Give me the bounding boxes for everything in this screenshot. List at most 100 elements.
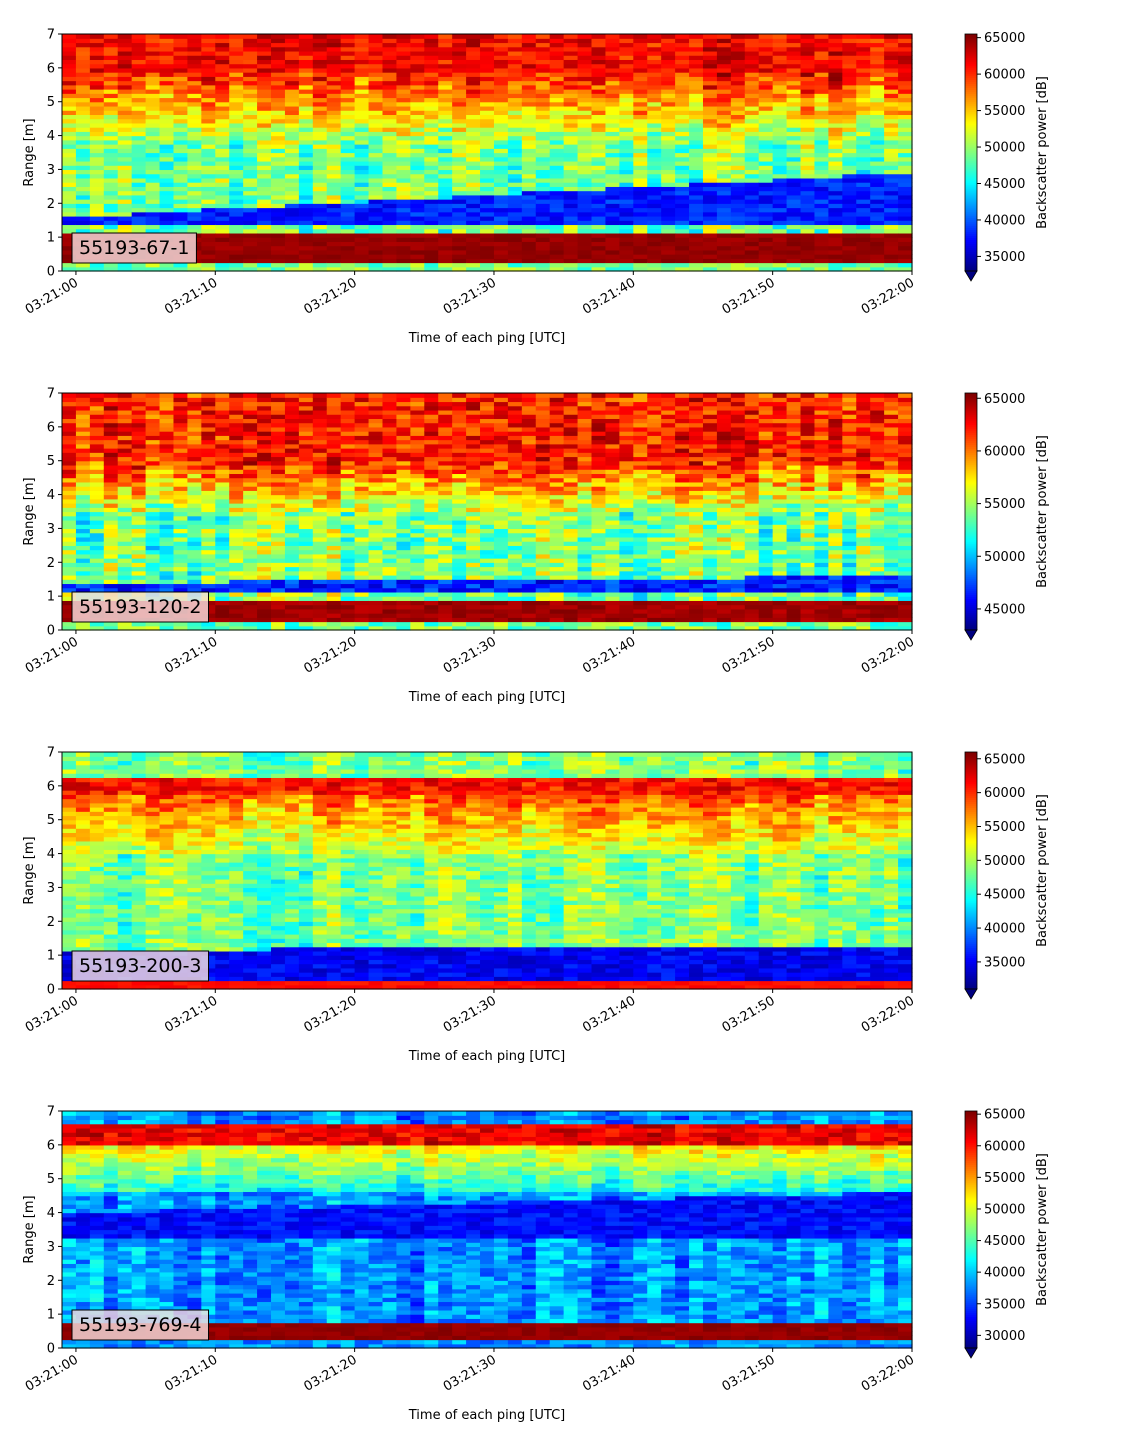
- heatmap-cell: [215, 532, 230, 538]
- heatmap-cell: [312, 93, 328, 99]
- heatmap-cell: [410, 55, 425, 60]
- heatmap-cell: [271, 460, 286, 466]
- heatmap-cell: [145, 498, 161, 504]
- heatmap-cell: [201, 63, 216, 69]
- heatmap-cell: [354, 55, 370, 60]
- heatmap-cell: [661, 245, 676, 251]
- heatmap-cell: [243, 80, 258, 86]
- heatmap-cell: [466, 97, 481, 103]
- heatmap-cell: [702, 118, 718, 124]
- heatmap-cell: [772, 245, 788, 251]
- heatmap-cell: [173, 199, 189, 204]
- heatmap-cell: [382, 42, 398, 48]
- heatmap-cell: [145, 127, 161, 132]
- heatmap-cell: [243, 519, 258, 525]
- heatmap-cell: [898, 76, 913, 82]
- heatmap-cell: [563, 224, 579, 230]
- heatmap-cell: [284, 122, 300, 128]
- heatmap-cell: [215, 456, 230, 462]
- heatmap-cell: [689, 237, 704, 242]
- heatmap-cell: [396, 228, 411, 234]
- heatmap-cell: [89, 431, 105, 436]
- heatmap-cell: [229, 460, 244, 466]
- heatmap-cell: [173, 401, 189, 407]
- heatmap-cell: [438, 101, 453, 107]
- heatmap-cell: [117, 101, 133, 107]
- heatmap-cell: [758, 254, 774, 259]
- heatmap-cell: [326, 228, 342, 234]
- heatmap-cell: [661, 89, 676, 94]
- heatmap-cell: [243, 97, 258, 103]
- heatmap-cell: [396, 232, 411, 238]
- heatmap-cell: [75, 443, 91, 449]
- heatmap-cell: [243, 118, 258, 124]
- heatmap-cell: [229, 498, 244, 504]
- heatmap-cell: [898, 144, 913, 149]
- heatmap-cell: [633, 42, 648, 48]
- heatmap-cell: [842, 237, 857, 242]
- heatmap-cell: [466, 127, 481, 132]
- heatmap-cell: [702, 131, 718, 137]
- heatmap-cell: [243, 562, 258, 568]
- heatmap-cell: [493, 182, 509, 187]
- heatmap-cell: [480, 114, 495, 120]
- heatmap-cell: [229, 409, 244, 415]
- heatmap-cell: [159, 118, 175, 124]
- heatmap-cell: [730, 84, 746, 90]
- heatmap-cell: [187, 50, 202, 56]
- heatmap-cell: [229, 46, 244, 52]
- heatmap-cell: [702, 148, 718, 154]
- heatmap-cell: [243, 583, 258, 589]
- heatmap-cell: [187, 67, 202, 73]
- heatmap-cell: [744, 127, 760, 132]
- heatmap-cell: [675, 93, 690, 99]
- heatmap-cell: [312, 494, 328, 500]
- heatmap-cell: [772, 67, 788, 73]
- heatmap-cell: [257, 93, 272, 99]
- heatmap-cell: [229, 596, 244, 601]
- heatmap-cell: [257, 401, 272, 407]
- heatmap-cell: [89, 532, 105, 538]
- heatmap-cell: [619, 89, 634, 94]
- heatmap-cell: [368, 549, 384, 555]
- heatmap-cell: [438, 84, 453, 90]
- heatmap-cell: [187, 625, 202, 631]
- heatmap-cell: [647, 42, 662, 48]
- heatmap-cell: [563, 110, 579, 116]
- heatmap-cell: [466, 55, 481, 60]
- heatmap-cell: [75, 524, 91, 530]
- heatmap-cell: [229, 617, 244, 623]
- heatmap-cell: [758, 220, 774, 226]
- heatmap-cell: [201, 127, 216, 132]
- heatmap-cell: [145, 558, 161, 563]
- heatmap-cell: [535, 152, 551, 158]
- heatmap-cell: [145, 55, 161, 60]
- heatmap-cell: [382, 596, 398, 601]
- heatmap-cell: [772, 182, 788, 187]
- heatmap-cell: [452, 177, 467, 183]
- heatmap-cell: [368, 72, 384, 77]
- heatmap-cell: [758, 63, 774, 69]
- heatmap-cell: [828, 194, 843, 200]
- heatmap-cell: [452, 59, 467, 65]
- heatmap-cell: [75, 401, 91, 407]
- heatmap-cell: [243, 473, 258, 479]
- heatmap-cell: [493, 254, 509, 259]
- heatmap-cell: [396, 131, 411, 137]
- heatmap-cell: [800, 55, 816, 60]
- heatmap-cell: [772, 97, 788, 103]
- heatmap-cell: [131, 621, 147, 627]
- heatmap-cell: [159, 566, 175, 572]
- heatmap-cell: [382, 50, 398, 56]
- heatmap-cell: [884, 97, 899, 103]
- heatmap-cell: [75, 587, 91, 593]
- heatmap-cell: [117, 63, 133, 69]
- heatmap-cell: [772, 224, 788, 230]
- heatmap-cell: [271, 249, 286, 255]
- heatmap-cell: [382, 118, 398, 124]
- heatmap-cell: [89, 481, 105, 487]
- heatmap-cell: [758, 55, 774, 60]
- heatmap-cell: [257, 114, 272, 120]
- heatmap-cell: [229, 503, 244, 508]
- heatmap-cell: [89, 553, 105, 559]
